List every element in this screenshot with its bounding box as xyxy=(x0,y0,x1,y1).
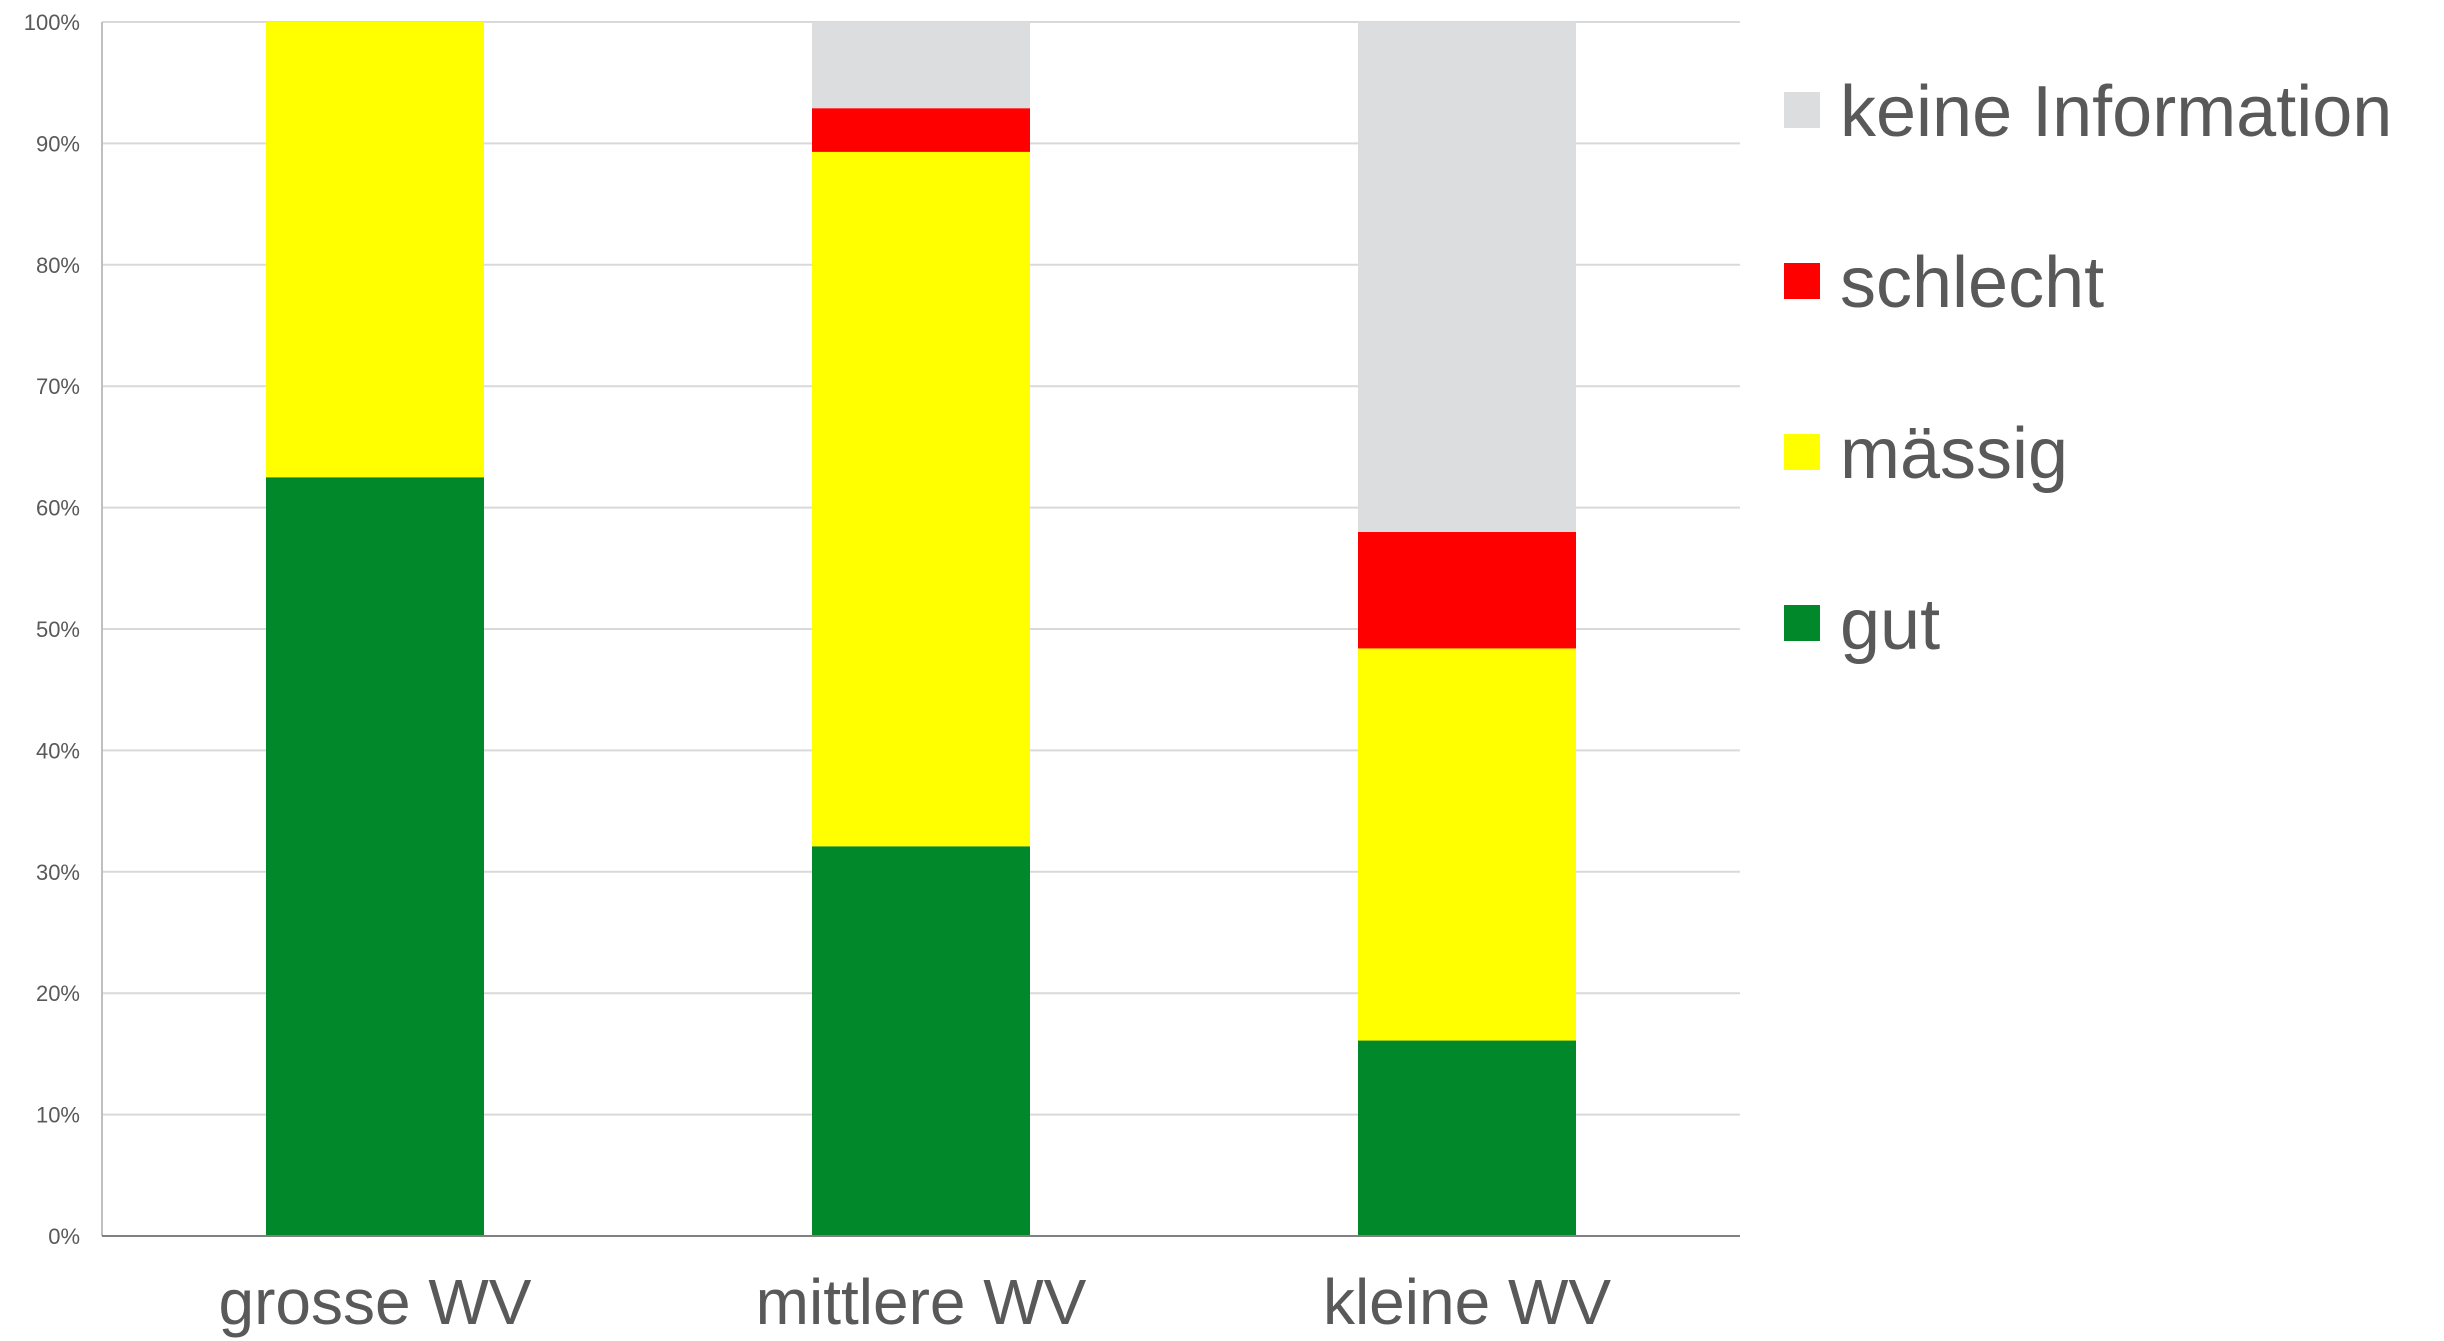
bar-grosse-wv-maessig xyxy=(266,22,484,478)
y-tick-label: 50% xyxy=(36,617,80,642)
legend-swatch-gut xyxy=(1784,605,1820,641)
legend: keine Information schlecht mässig gut xyxy=(1784,72,2392,665)
category-label: kleine WV xyxy=(1323,1266,1611,1338)
legend-label-schlecht: schlecht xyxy=(1840,243,2104,323)
y-tick-label: 10% xyxy=(36,1103,80,1128)
category-label: mittlere WV xyxy=(756,1266,1087,1338)
y-tick-labels: 0% 10% 20% 30% 40% 50% 60% 70% 80% 90% 100% xyxy=(24,10,80,1249)
y-tick-label: 90% xyxy=(36,131,80,156)
y-tick-label: 100% xyxy=(24,10,80,35)
bar-mittlere-wv-gut xyxy=(812,846,1030,1236)
legend-label-keine-information: keine Information xyxy=(1840,72,2392,152)
bar-kleine-wv-maessig xyxy=(1358,648,1576,1041)
bar-grosse-wv-gut xyxy=(266,477,484,1236)
y-tick-label: 40% xyxy=(36,738,80,763)
category-label: grosse WV xyxy=(219,1266,532,1338)
bar-kleine-wv-gut xyxy=(1358,1040,1576,1236)
legend-label-maessig: mässig xyxy=(1840,414,2068,494)
legend-swatch-schlecht xyxy=(1784,263,1820,299)
y-tick-label: 80% xyxy=(36,253,80,278)
bar-mittlere-wv-schlecht xyxy=(812,108,1030,152)
y-tick-label: 60% xyxy=(36,496,80,521)
y-tick-label: 0% xyxy=(48,1224,80,1249)
bar-mittlere-wv-maessig xyxy=(812,151,1030,847)
legend-swatch-keine-information xyxy=(1784,92,1820,128)
category-labels: grosse WV mittlere WV kleine WV xyxy=(219,1266,1612,1338)
bar-kleine-wv-schlecht xyxy=(1358,531,1576,649)
legend-swatch-maessig xyxy=(1784,434,1820,470)
y-tick-label: 70% xyxy=(36,374,80,399)
bar-mittlere-wv-keine-information xyxy=(812,22,1030,109)
bars xyxy=(266,22,1576,1236)
legend-label-gut: gut xyxy=(1840,585,1940,665)
bar-kleine-wv-keine-information xyxy=(1358,22,1576,532)
y-tick-label: 20% xyxy=(36,981,80,1006)
axes xyxy=(101,22,1740,1237)
y-tick-label: 30% xyxy=(36,860,80,885)
